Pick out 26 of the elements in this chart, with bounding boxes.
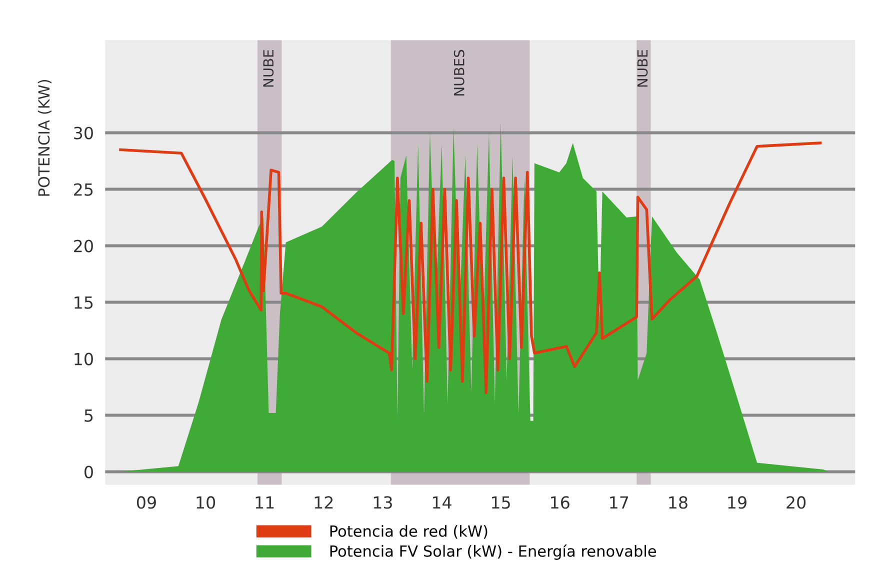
y-tick-label: 30 [74, 126, 93, 140]
x-tick-label: 19 [728, 496, 746, 509]
x-tick-label: 16 [551, 496, 570, 509]
y-tick-label: 5 [84, 409, 93, 422]
legend-label: Potencia FV Solar (kW) - Energía renovable [330, 544, 656, 560]
x-tick-label: 12 [314, 496, 333, 509]
y-axis-title: POTENCIA (KW) [38, 80, 52, 196]
y-tick-label: 25 [74, 183, 93, 196]
x-tick-label: 15 [492, 496, 510, 509]
x-tick-label: 18 [669, 496, 688, 509]
line-series [119, 142, 822, 394]
x-tick-label: 14 [432, 496, 452, 509]
band-label: NUBES [454, 50, 464, 96]
x-tick-label: 13 [374, 496, 392, 509]
legend-label: Potencia de red (kW) [330, 525, 488, 539]
y-tick-label: 10 [74, 352, 93, 366]
y-tick-label: 20 [74, 240, 93, 252]
x-tick-label: 17 [610, 496, 628, 509]
x-tick-label: 10 [196, 496, 216, 509]
band-label: NUBE [637, 50, 648, 87]
y-tick-label: 15 [74, 296, 93, 309]
x-tick-label: 20 [786, 496, 806, 509]
x-tick-label: 09 [136, 496, 156, 509]
y-tick-label: 0 [84, 466, 93, 478]
band-label: NUBE [263, 50, 274, 87]
x-tick-label: 11 [256, 496, 274, 509]
